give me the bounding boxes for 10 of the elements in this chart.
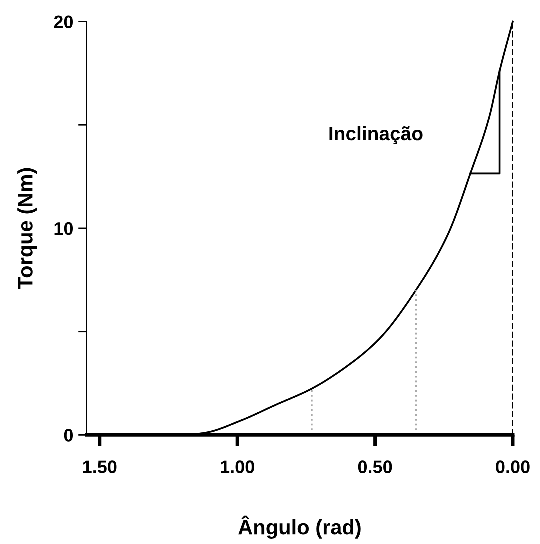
y-tick-label: 20	[54, 16, 74, 28]
annotation: Inclinação	[330, 126, 423, 145]
x-axis-title: Ângulo (rad)	[238, 516, 361, 539]
x-tick-label: 1.00	[221, 460, 254, 474]
y-tick-label: 10	[54, 222, 74, 236]
y-tick-label: 0	[64, 429, 74, 442]
x-tick-label: 1.50	[83, 460, 117, 474]
y-axis-title: Torque (Nm)	[18, 168, 37, 290]
x-tick-label: 0.50	[358, 460, 392, 474]
x-tick-label: 0.00	[496, 460, 530, 474]
